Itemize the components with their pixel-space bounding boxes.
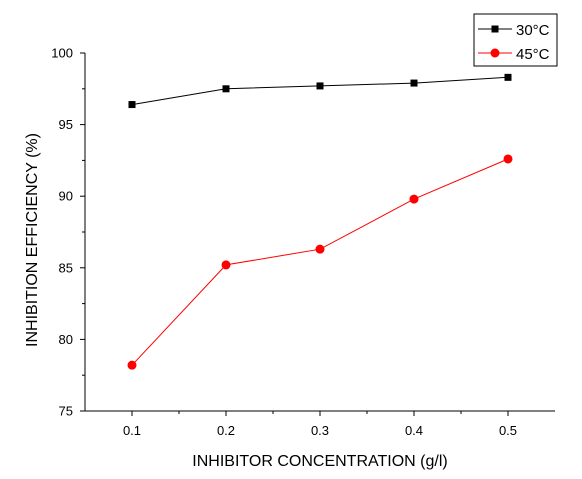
legend-box bbox=[473, 13, 558, 67]
y-tick-label: 80 bbox=[59, 332, 73, 347]
y-tick-label: 90 bbox=[59, 189, 73, 204]
series-layer bbox=[127, 73, 513, 370]
data-point bbox=[222, 85, 230, 93]
x-tick-label: 0.2 bbox=[217, 423, 235, 438]
data-point bbox=[316, 82, 324, 90]
x-tick-label: 0.3 bbox=[311, 423, 329, 438]
x-axis-label: INHIBITOR CONCENTRATION (g/l) bbox=[192, 453, 447, 470]
y-tick-label: 85 bbox=[59, 260, 73, 275]
series-2 bbox=[127, 154, 513, 370]
x-tick-label: 0.4 bbox=[405, 423, 423, 438]
legend-label-30c: 30°C bbox=[516, 22, 550, 39]
series-line bbox=[131, 76, 509, 106]
legend-marker-30c bbox=[491, 25, 499, 33]
data-point bbox=[504, 73, 512, 81]
legend: 30°C 45°C bbox=[473, 13, 558, 67]
y-tick-label: 75 bbox=[59, 404, 73, 419]
data-point bbox=[221, 260, 231, 270]
x-axis-ticks: 0.1 0.2 0.3 0.4 0.5 bbox=[123, 411, 517, 438]
y-tick-label: 95 bbox=[59, 117, 73, 132]
data-point bbox=[128, 101, 136, 109]
data-point bbox=[410, 79, 418, 87]
x-tick-label: 0.5 bbox=[499, 423, 517, 438]
data-point bbox=[315, 244, 325, 254]
y-axis-label: INHIBITION EFFICIENCY (%) bbox=[24, 133, 41, 347]
y-tick-label: 100 bbox=[51, 46, 73, 61]
y-axis-ticks: 75 80 85 90 95 100 bbox=[51, 46, 85, 419]
legend-label-45c: 45°C bbox=[516, 46, 550, 63]
series-1 bbox=[128, 73, 512, 109]
data-point bbox=[503, 154, 513, 164]
data-point bbox=[409, 194, 419, 204]
legend-marker-45c bbox=[490, 48, 500, 58]
x-tick-label: 0.1 bbox=[123, 423, 141, 438]
axes bbox=[84, 53, 555, 412]
series-line bbox=[131, 158, 509, 366]
data-point bbox=[127, 360, 137, 370]
